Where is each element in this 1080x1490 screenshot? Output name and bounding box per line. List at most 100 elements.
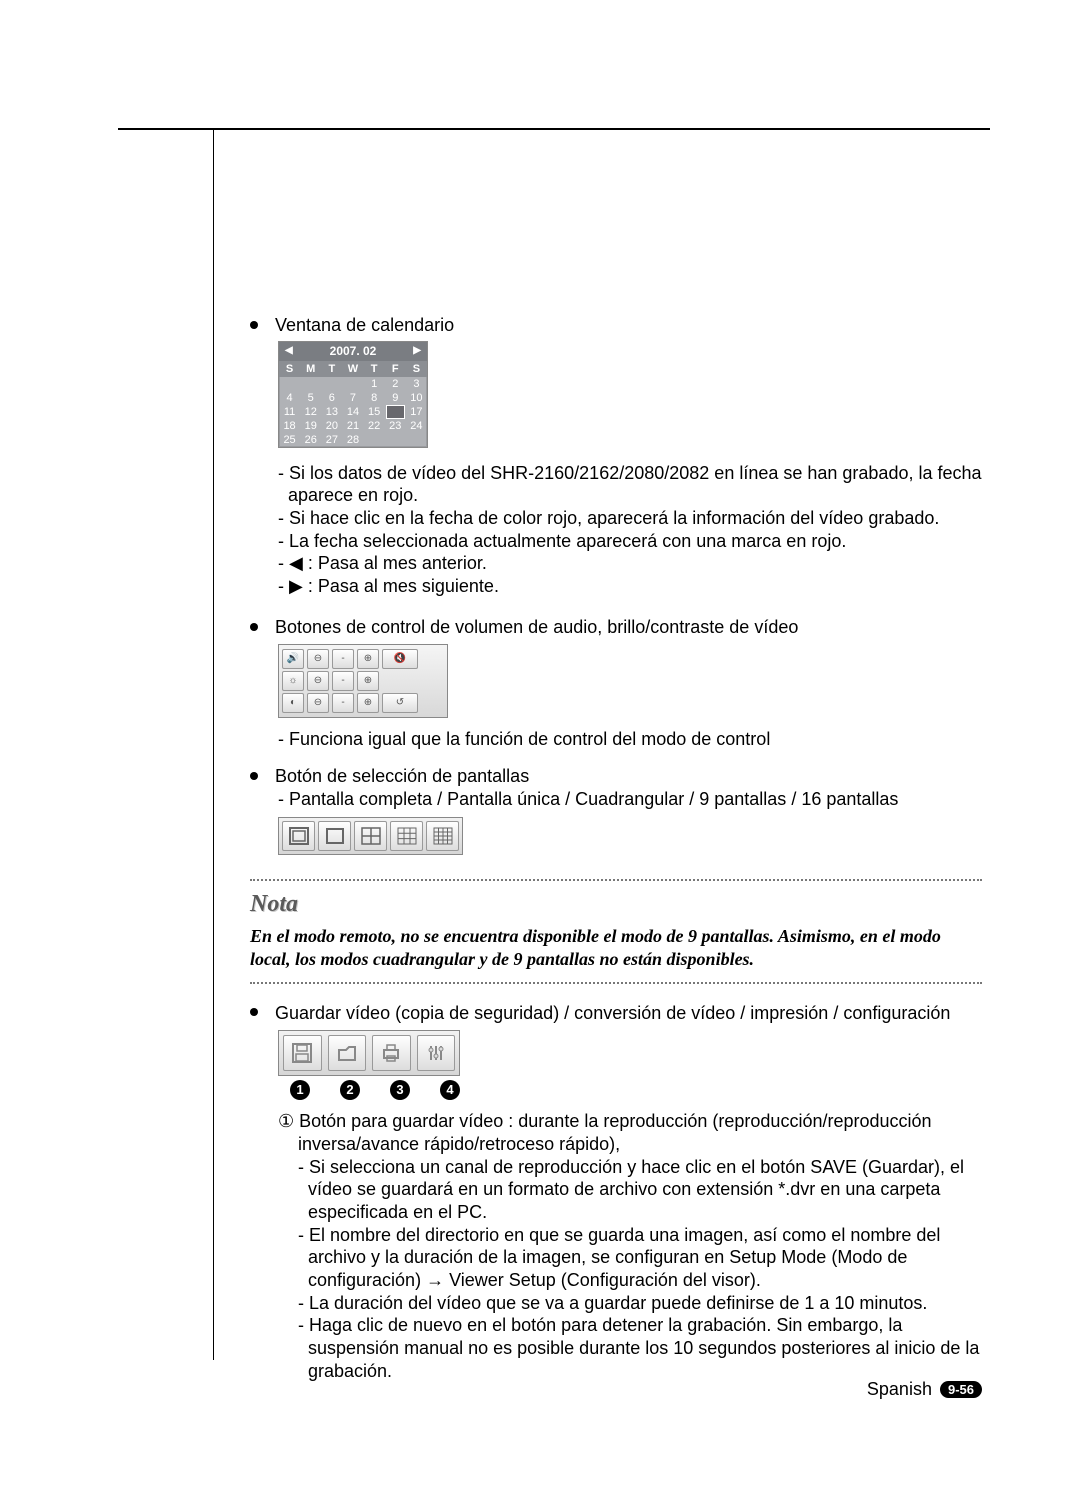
bullet-icon <box>250 623 258 631</box>
plus-button[interactable]: ⊕ <box>357 649 379 669</box>
note-text: ◀ : Pasa al mes anterior. <box>289 553 487 573</box>
calendar-cell: . <box>321 377 342 391</box>
note-line: - ▶ : Pasa al mes siguiente. <box>278 575 982 598</box>
brightness-icon[interactable]: ☼ <box>282 671 304 691</box>
calendar-cell[interactable]: 21 <box>342 419 363 433</box>
nine-screen-button[interactable] <box>390 821 423 851</box>
note-line: - Si los datos de vídeo del SHR-2160/216… <box>278 462 982 507</box>
calendar-cell[interactable]: 22 <box>364 419 385 433</box>
item-1: ① Botón para guardar vídeo : durante la … <box>298 1110 982 1155</box>
calendar-cell[interactable]: 11 <box>279 405 300 419</box>
print-button[interactable] <box>372 1035 411 1071</box>
nota-body: En el modo remoto, no se encuentra dispo… <box>250 925 982 972</box>
plus-button[interactable]: ⊕ <box>357 693 379 713</box>
note-text: Si hace clic en la fecha de color rojo, … <box>289 508 939 528</box>
save-video-button[interactable] <box>283 1035 322 1071</box>
calendar-cell[interactable]: 12 <box>300 405 321 419</box>
calendar-cell: . <box>364 433 385 447</box>
note-line: - Pantalla completa / Pantalla única / C… <box>278 788 982 811</box>
reset-button[interactable]: ↺ <box>382 693 418 713</box>
plus-button[interactable]: ⊕ <box>357 671 379 691</box>
top-rule <box>118 128 990 130</box>
slider-dash[interactable]: - <box>332 649 354 669</box>
calendar-cell[interactable]: 1 <box>364 377 385 391</box>
calendar-cell[interactable]: 25 <box>279 433 300 447</box>
contrast-icon[interactable]: ◐ <box>282 693 304 713</box>
calendar-title: Ventana de calendario <box>275 315 454 335</box>
screen-title: Botón de selección de pantallas <box>275 766 529 786</box>
calendar-cell[interactable]: 24 <box>406 419 427 433</box>
calendar-cell[interactable]: 7 <box>342 391 363 405</box>
note-text: La fecha seleccionada actualmente aparec… <box>289 531 846 551</box>
note-text: Haga clic de nuevo en el botón para dete… <box>308 1315 979 1380</box>
calendar-cell[interactable]: 5 <box>300 391 321 405</box>
prev-month-icon[interactable]: ◀ <box>285 345 293 358</box>
slider-dash[interactable]: - <box>332 671 354 691</box>
single-screen-button[interactable] <box>318 821 351 851</box>
calendar-cell[interactable]: 6 <box>321 391 342 405</box>
calendar-cell[interactable]: 10 <box>406 391 427 405</box>
number-badge: 2 <box>340 1080 360 1100</box>
note-line: - Haga clic de nuevo en el botón para de… <box>298 1314 982 1382</box>
day-label: S <box>279 362 300 376</box>
calendar-row: 25 26 27 28 . . . <box>279 433 427 447</box>
day-label: T <box>364 362 385 376</box>
calendar-row: 18 19 20 21 22 23 24 <box>279 419 427 433</box>
calendar-cell[interactable]: 13 <box>321 405 342 419</box>
convert-video-button[interactable] <box>328 1035 367 1071</box>
calendar-cell[interactable]: 2 <box>385 377 406 391</box>
calendar-cell[interactable]: 19 <box>300 419 321 433</box>
dotted-rule <box>250 982 982 984</box>
calendar-cell[interactable]: 23 <box>385 419 406 433</box>
note-line: - Si hace clic en la fecha de color rojo… <box>278 507 982 530</box>
day-label: S <box>406 362 427 376</box>
volume-panel: 🔊 ⊖ - ⊕ 🔇 ☼ ⊖ - ⊕ ◐ ⊖ - ⊕ ↺ <box>278 644 448 718</box>
calendar-cell[interactable]: 18 <box>279 419 300 433</box>
calendar-cell[interactable]: 9 <box>385 391 406 405</box>
volume-row-contrast: ◐ ⊖ - ⊕ ↺ <box>282 692 444 714</box>
settings-button[interactable] <box>417 1035 456 1071</box>
calendar-cell[interactable]: 26 <box>300 433 321 447</box>
quad-screen-button[interactable] <box>354 821 387 851</box>
number-badge: 1 <box>290 1080 310 1100</box>
sixteen-screen-button[interactable] <box>426 821 459 851</box>
calendar-cell[interactable]: 4 <box>279 391 300 405</box>
volume-title: Botones de control de volumen de audio, … <box>275 617 798 637</box>
fullscreen-button[interactable] <box>282 821 315 851</box>
footer-lang: Spanish <box>867 1379 932 1400</box>
note-text: El nombre del directorio en que se guard… <box>308 1225 940 1290</box>
screen-section-title: Botón de selección de pantallas <box>250 765 982 788</box>
calendar-cell[interactable]: 14 <box>342 405 363 419</box>
calendar-month: 2007. 02 <box>330 344 377 359</box>
calendar-cell[interactable]: 3 <box>406 377 427 391</box>
nota-heading: Nota <box>250 889 982 919</box>
slider-dash[interactable]: - <box>332 693 354 713</box>
dotted-rule <box>250 879 982 881</box>
speaker-icon[interactable]: 🔊 <box>282 649 304 669</box>
calendar-cell[interactable]: 15 <box>364 405 385 419</box>
vertical-rule <box>213 128 214 1360</box>
note-text: Funciona igual que la función de control… <box>289 729 770 749</box>
note-text: ▶ : Pasa al mes siguiente. <box>289 576 499 596</box>
mute-button[interactable]: 🔇 <box>382 649 418 669</box>
calendar-cell: . <box>300 377 321 391</box>
volume-row-audio: 🔊 ⊖ - ⊕ 🔇 <box>282 648 444 670</box>
next-month-icon[interactable]: ▶ <box>413 345 421 358</box>
note-line: - Funciona igual que la función de contr… <box>278 728 982 751</box>
note-text: Pantalla completa / Pantalla única / Cua… <box>289 789 898 809</box>
calendar-cell-selected[interactable] <box>386 405 405 419</box>
calendar-cell[interactable]: 27 <box>321 433 342 447</box>
calendar-cell[interactable]: 17 <box>406 405 427 419</box>
minus-button[interactable]: ⊖ <box>307 649 329 669</box>
day-label: M <box>300 362 321 376</box>
minus-button[interactable]: ⊖ <box>307 671 329 691</box>
item-1-text: ① Botón para guardar vídeo : durante la … <box>278 1111 932 1154</box>
content-area: Ventana de calendario ◀ 2007. 02 ▶ S M T… <box>250 310 982 1382</box>
calendar-cell[interactable]: 28 <box>342 433 363 447</box>
calendar-cell: . <box>406 433 427 447</box>
calendar-cell[interactable]: 8 <box>364 391 385 405</box>
number-badge: 3 <box>390 1080 410 1100</box>
minus-button[interactable]: ⊖ <box>307 693 329 713</box>
number-row: 1 2 3 4 <box>282 1080 982 1100</box>
calendar-cell[interactable]: 20 <box>321 419 342 433</box>
